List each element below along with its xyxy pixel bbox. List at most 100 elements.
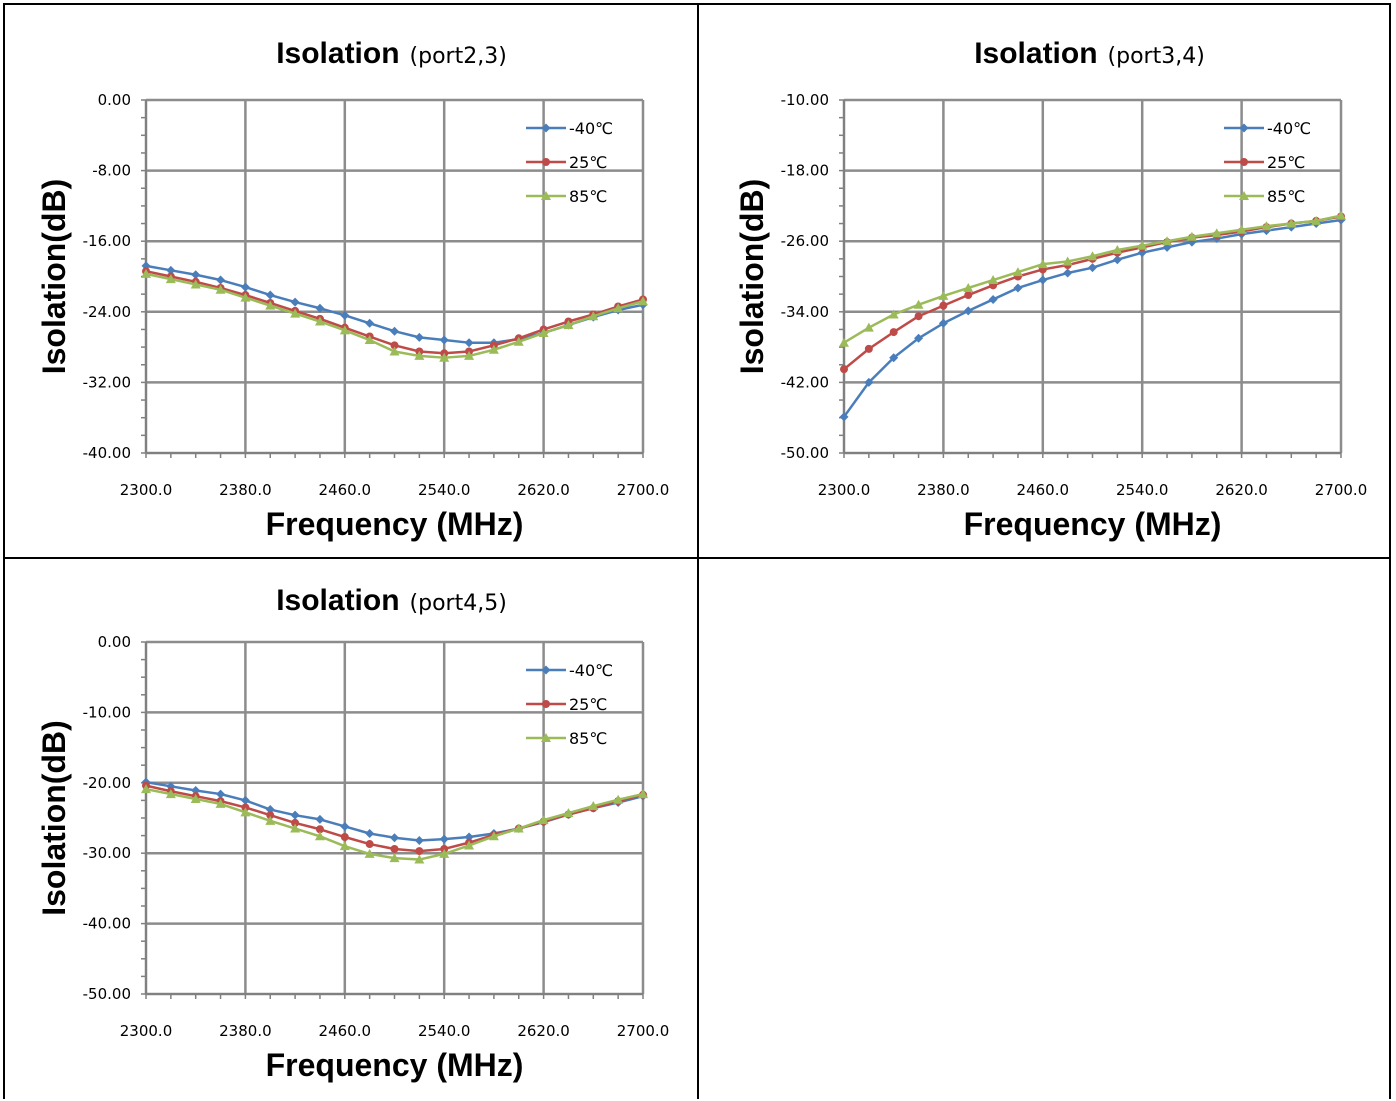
data-point [240, 807, 251, 817]
data-point [389, 346, 400, 356]
series-2 [141, 268, 648, 362]
y-axis-label: Isolation(dB) [734, 179, 770, 375]
data-point [414, 350, 425, 360]
data-point [390, 326, 399, 336]
legend-marker [541, 733, 551, 742]
chart-title: Isolation (port2,3) [276, 37, 507, 70]
data-point [563, 320, 574, 330]
legend: -40℃ 25℃ 85℃ [526, 119, 613, 206]
data-point [390, 833, 399, 843]
data-point [340, 310, 350, 320]
data-point [364, 335, 375, 345]
y-tick-label: 0.00 [98, 91, 131, 109]
data-point [1186, 231, 1197, 241]
data-point [340, 833, 349, 842]
data-point [1311, 215, 1322, 225]
data-point [290, 308, 301, 318]
data-point [439, 834, 449, 844]
x-tick-label: 2300.0 [818, 481, 871, 499]
y-tick-label: -18.00 [781, 162, 829, 180]
chart-subtitle: (port4,5) [410, 591, 507, 616]
data-point [364, 848, 375, 858]
data-point [389, 853, 400, 863]
legend-marker [541, 665, 551, 675]
data-point [215, 798, 226, 808]
data-point [914, 333, 924, 343]
data-point [1112, 245, 1123, 255]
data-point [864, 344, 873, 353]
line-chart: Isolation (port3,4) 2300.0 2380.0 2460.0 2540… [734, 37, 1367, 542]
series-1 [840, 212, 1345, 374]
data-point [315, 303, 325, 313]
data-point [290, 297, 300, 307]
data-point [513, 336, 524, 346]
x-tick-label: 2460.0 [319, 1022, 372, 1040]
data-point [315, 814, 325, 824]
data-point [988, 294, 998, 304]
chart-panel-port2-3: Isolation (port2,3) 2300.0 2380.0 2460.0 2540… [3, 3, 699, 559]
data-point [141, 784, 151, 794]
x-tick-label: 2380.0 [219, 481, 272, 499]
y-tick-label: -16.00 [83, 232, 131, 250]
data-point [938, 290, 949, 300]
data-point [141, 268, 151, 278]
data-point [613, 303, 624, 313]
data-point [1037, 259, 1048, 269]
data-point [365, 828, 375, 838]
y-tick-label: -42.00 [781, 373, 829, 391]
x-tick-label: 2300.0 [120, 481, 173, 499]
data-point [988, 275, 999, 285]
data-point [1062, 256, 1073, 266]
data-point [314, 831, 325, 841]
chart-title: Isolation (port3,4) [974, 37, 1205, 70]
y-tick-label: 0.00 [98, 633, 131, 651]
data-point [439, 848, 450, 858]
series-2 [839, 210, 1346, 347]
data-point [339, 325, 350, 335]
data-point [190, 279, 201, 289]
legend-label: 85℃ [569, 729, 607, 748]
x-tick-label: 2540.0 [1116, 481, 1169, 499]
data-point [964, 291, 973, 300]
x-tick-label: 2700.0 [617, 1022, 670, 1040]
data-point [240, 292, 251, 302]
data-point [191, 786, 201, 796]
data-point [563, 808, 574, 818]
y-tick-label: -24.00 [83, 303, 131, 321]
y-tick-label: -20.00 [83, 774, 131, 792]
legend-label: -40℃ [569, 661, 613, 680]
data-point [513, 823, 524, 833]
data-point [1162, 236, 1173, 246]
chart-title-main: Isolation [276, 584, 399, 617]
y-tick-label: -34.00 [781, 303, 829, 321]
data-point [464, 840, 475, 850]
chart-subtitle: (port2,3) [410, 44, 507, 69]
data-point [265, 815, 276, 825]
legend-label: 25℃ [569, 153, 607, 172]
legend: -40℃ 25℃ 85℃ [526, 661, 613, 748]
chart-panel-port4-5: Isolation (port4,5) 2300.0 2380.0 2460.0 2540… [3, 557, 699, 1099]
data-point [439, 335, 449, 345]
chart-panel-port3-4: Isolation (port3,4) 2300.0 2380.0 2460.0 2540… [697, 3, 1391, 559]
data-point [339, 841, 350, 851]
data-point [638, 296, 648, 306]
data-point [588, 311, 599, 321]
data-point [265, 290, 275, 300]
legend: -40℃ 25℃ 85℃ [1224, 119, 1311, 206]
data-point [1038, 275, 1048, 285]
data-point [939, 301, 948, 310]
data-point [588, 801, 599, 811]
data-point [464, 832, 474, 842]
data-point [439, 352, 450, 362]
chart-title: Isolation (port4,5) [276, 584, 507, 617]
chart-subtitle: (port3,4) [1108, 44, 1205, 69]
x-tick-label: 2460.0 [1017, 481, 1070, 499]
empty-panel [697, 557, 1391, 1099]
legend-label: 85℃ [569, 187, 607, 206]
data-point [888, 309, 899, 319]
y-tick-label: -50.00 [781, 444, 829, 462]
data-point [840, 365, 848, 374]
legend-marker [542, 700, 550, 708]
y-tick-label: -8.00 [92, 162, 131, 180]
x-tick-label: 2620.0 [517, 481, 570, 499]
